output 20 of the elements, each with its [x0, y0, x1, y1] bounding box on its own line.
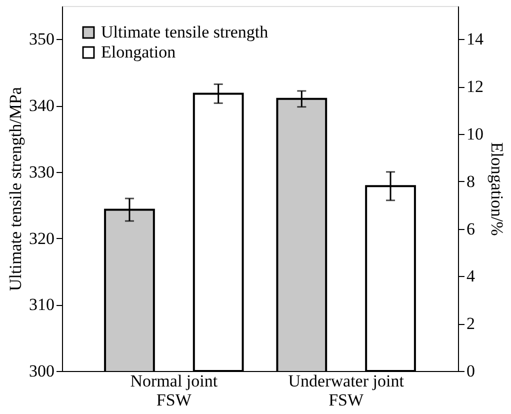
y2-axis-title: Elongation/% [488, 142, 506, 236]
y-tick-label: 310 [29, 295, 54, 314]
y-tick-label: 350 [29, 30, 54, 49]
y-tick-label: 320 [29, 228, 54, 248]
y-tick-label: 330 [29, 162, 54, 182]
y2-tick-label: 10 [466, 124, 484, 144]
x-tick-label: Underwater joint FSW [288, 372, 404, 410]
legend-label: Ultimate tensile strength [101, 22, 269, 42]
y-axis-title: Ultimate tensile strength/MPa [6, 86, 25, 291]
y-tick-label: 340 [29, 96, 54, 116]
y2-tick-label: 12 [466, 77, 484, 96]
y2-tick-label: 6 [466, 219, 475, 238]
y2-tick-label: 2 [466, 314, 475, 334]
y2-tick-label: 8 [466, 172, 475, 191]
y2-tick-label: 14 [466, 30, 484, 49]
y-tick-label: 300 [29, 362, 54, 380]
y2-tick-label: 4 [466, 266, 476, 286]
y2-tick-label: 0 [466, 362, 475, 380]
legend-label: Elongation [101, 42, 176, 62]
x-tick-label: Normal joint FSW [130, 372, 218, 410]
